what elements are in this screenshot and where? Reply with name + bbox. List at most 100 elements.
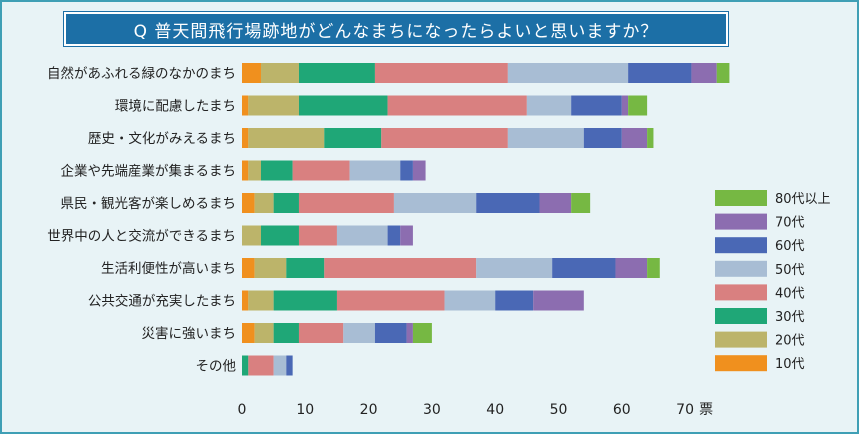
bar-segment — [507, 63, 629, 83]
legend-label: 80代以上 — [775, 192, 831, 207]
bar-segment — [324, 258, 477, 278]
bar-segment — [628, 63, 692, 83]
bar-segment — [381, 128, 508, 148]
bar-segment — [248, 290, 274, 311]
bar-segment — [298, 95, 388, 116]
chart-title: Q 普天間飛行場跡地がどんなまちになったらよいと思いますか？ — [63, 11, 729, 47]
legend-label: 10代 — [775, 357, 805, 372]
legend-swatch — [715, 284, 767, 301]
bar-segment — [248, 160, 261, 181]
legend-swatch — [715, 331, 767, 348]
bar-segment — [242, 193, 255, 213]
legend-label: 50代 — [775, 263, 805, 278]
legend-swatch — [715, 260, 767, 277]
bar-segment — [343, 323, 375, 343]
bar-segment — [248, 355, 274, 376]
bar-segment — [571, 95, 622, 116]
bar-segment — [400, 160, 413, 181]
legend: 80代以上 70代 60代 50代 40代 30代 20代 10代 — [715, 190, 831, 372]
bar-segment — [242, 63, 261, 83]
category-label: 災害に強いまち — [142, 326, 237, 342]
bar-segment — [412, 160, 426, 181]
bar-segment — [273, 290, 337, 311]
bar-segment — [621, 128, 648, 148]
legend-label: 40代 — [775, 286, 805, 301]
bar-segment — [273, 323, 299, 343]
x-axis-unit: 票 — [699, 402, 713, 418]
x-tick-label: 30 — [423, 402, 441, 418]
bar-segment — [412, 323, 432, 343]
bar-segment — [298, 225, 337, 246]
bar-segment — [583, 128, 622, 148]
bar-segment — [476, 193, 540, 213]
bar-segment — [495, 290, 534, 311]
bar-segment — [336, 225, 388, 246]
bar-segment — [298, 63, 375, 83]
bar-segment — [374, 323, 407, 343]
bar-segment — [387, 225, 401, 246]
bar-segment — [647, 128, 654, 148]
bar-segment — [242, 290, 249, 311]
bars — [242, 63, 730, 376]
bar-segment — [242, 355, 249, 376]
legend-label: 60代 — [775, 239, 805, 254]
legend-label: 20代 — [775, 334, 805, 349]
bar-segment — [254, 193, 274, 213]
legend-swatch — [715, 213, 767, 230]
x-tick-label: 10 — [296, 402, 314, 418]
bar-segment — [507, 128, 584, 148]
legend-swatch — [715, 355, 767, 372]
bar-segment — [286, 355, 293, 376]
bar-segment — [716, 63, 730, 83]
bar-segment — [336, 290, 445, 311]
bar-segment — [286, 258, 325, 278]
bar-segment — [254, 323, 274, 343]
bar-segment — [628, 95, 648, 116]
category-label: 歴史・文化がみえるまち — [88, 131, 236, 147]
bar-segment — [691, 63, 717, 83]
bar-segment — [647, 258, 660, 278]
category-label: 公共交通が充実したまち — [88, 293, 236, 310]
category-label: 自然があふれる緑のなかのまち — [47, 65, 236, 82]
bar-segment — [533, 290, 584, 311]
bar-segment — [539, 193, 572, 213]
bar-segment — [526, 95, 572, 116]
bar-segment — [298, 193, 394, 213]
category-label: 環境に配慮したまち — [115, 99, 236, 115]
bar-segment — [406, 323, 413, 343]
bar-segment — [374, 63, 508, 83]
x-axis-ticks: 0 10 20 30 40 50 60 70 — [238, 402, 694, 418]
legend-label: 70代 — [775, 216, 805, 231]
bar-segment — [242, 128, 249, 148]
bar-segment — [552, 258, 616, 278]
bar-segment — [400, 225, 413, 246]
x-tick-label: 70 — [676, 402, 694, 418]
category-labels: 自然があふれる緑のなかのまち環境に配慮したまち歴史・文化がみえるまち企業や先端産… — [47, 65, 236, 375]
x-tick-label: 0 — [238, 402, 247, 418]
legend-label: 30代 — [775, 310, 805, 325]
category-label: 世界中の人と交流ができるまち — [47, 228, 236, 245]
bar-segment — [621, 95, 629, 116]
bar-segment — [242, 225, 261, 246]
legend-swatch — [715, 190, 767, 206]
bar-segment — [476, 258, 553, 278]
x-tick-label: 50 — [550, 402, 568, 418]
category-label: その他 — [196, 359, 237, 375]
bar-segment — [387, 95, 527, 116]
bar-segment — [349, 160, 401, 181]
bar-segment — [298, 323, 344, 343]
bar-segment — [260, 63, 299, 83]
bar-segment — [324, 128, 382, 148]
category-label: 企業や先端産業が集まるまち — [61, 163, 237, 180]
legend-swatch — [715, 237, 767, 254]
category-label: 県民・観光客が楽しめるまち — [61, 195, 237, 212]
bar-segment — [273, 355, 287, 376]
bar-segment — [571, 193, 591, 213]
category-label: 生活利便性が高いまち — [101, 260, 236, 277]
bar-segment — [260, 225, 299, 246]
bar-segment — [242, 95, 249, 116]
bar-segment — [615, 258, 648, 278]
bar-segment — [393, 193, 477, 213]
